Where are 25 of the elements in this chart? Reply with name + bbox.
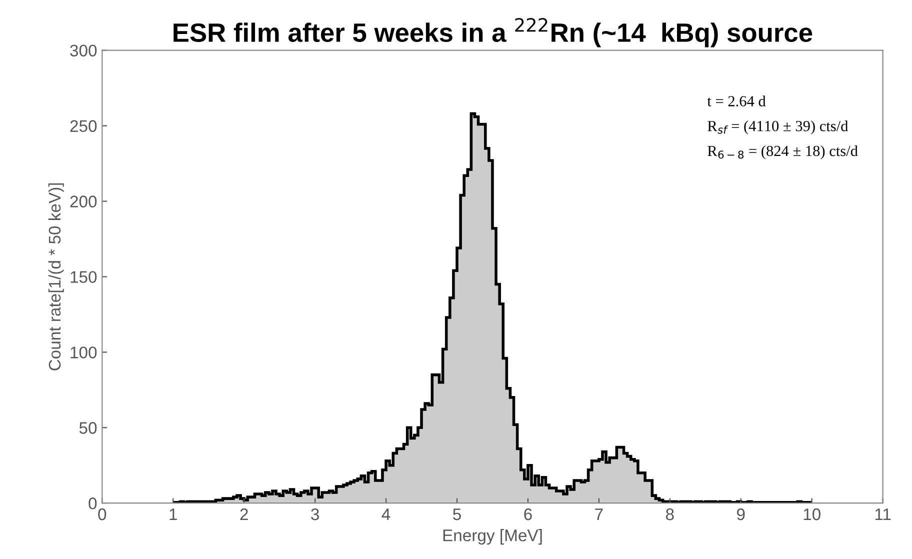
x-tick-label: 1 bbox=[170, 508, 177, 520]
x-tick-label: 5 bbox=[453, 508, 461, 520]
x-tick-label: 0 bbox=[98, 508, 106, 520]
x-tick-label: 8 bbox=[666, 508, 674, 520]
x-tick-label: 4 bbox=[382, 508, 390, 520]
y-tick-label: 300 bbox=[70, 44, 97, 57]
x-tick-label: 6 bbox=[524, 508, 532, 520]
annotation: t = 2.64 d bbox=[707, 96, 766, 106]
y-axis-title: Count rate[1/(d * 50 keV)] bbox=[48, 183, 64, 370]
x-tick-label: 2 bbox=[240, 508, 248, 520]
x-tick-label: 10 bbox=[804, 508, 820, 520]
y-tick-label: 50 bbox=[79, 422, 97, 434]
x-tick-label: 3 bbox=[311, 508, 319, 520]
y-tick-label: 0 bbox=[88, 498, 97, 510]
x-tick-label: 11 bbox=[875, 508, 891, 520]
y-tick-label: 200 bbox=[70, 196, 97, 208]
chart-title: ESR film after 5 weeks in a $^{222}$Rn (~14 kBq) source bbox=[174, 18, 812, 48]
x-tick-label: 7 bbox=[595, 508, 603, 520]
annotation: R$_{sf}$ = (4110 ± 39) cts/d bbox=[708, 120, 848, 134]
y-tick-label: 100 bbox=[70, 346, 97, 358]
annotation: R$_{6−8}$ = (824 ± 18) cts/d bbox=[708, 145, 858, 160]
x-axis-title: Energy [MeV] bbox=[443, 529, 542, 545]
x-tick-label: 9 bbox=[737, 508, 745, 520]
y-tick-label: 150 bbox=[70, 271, 97, 283]
y-tick-label: 250 bbox=[70, 120, 97, 132]
